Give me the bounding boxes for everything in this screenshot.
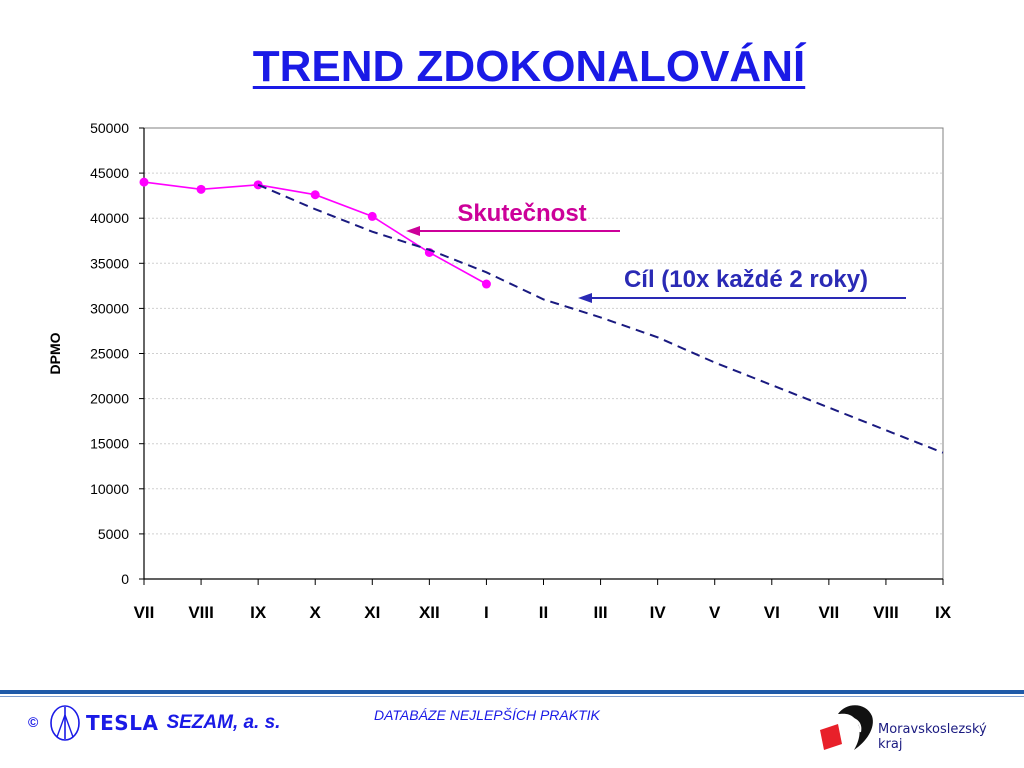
y-tick-label: 20000 [90, 391, 129, 407]
actual-point [481, 279, 491, 289]
x-tick-label: II [539, 603, 548, 622]
region-name-line1: Moravskoslezský [878, 722, 987, 737]
x-tick-label: IX [250, 603, 267, 622]
footer-divider [0, 690, 1024, 694]
x-tick-label: IV [650, 603, 667, 622]
x-tick-label: V [709, 603, 721, 622]
y-tick-label: 10000 [90, 481, 129, 497]
x-tick-label: XII [419, 603, 440, 622]
actual-point [139, 177, 149, 187]
y-tick-label: 15000 [90, 436, 129, 452]
plot-area [143, 127, 944, 580]
x-tick-label: IX [935, 603, 952, 622]
y-tick-label: 0 [121, 571, 129, 587]
y-axis-label: DPMO [47, 332, 63, 374]
region-emblem-red [820, 724, 842, 750]
x-tick-label: VII [818, 603, 839, 622]
antenna-icon [50, 705, 80, 741]
x-tick-label: VIII [188, 603, 214, 622]
x-tick-label: XI [364, 603, 380, 622]
actual-point [196, 184, 206, 194]
copyright-symbol: © [28, 714, 39, 730]
footer-divider-thin [0, 696, 1024, 697]
x-tick-label: VI [764, 603, 780, 622]
y-tick-label: 30000 [90, 300, 129, 316]
x-tick-label: VIII [873, 603, 899, 622]
actual-point [310, 190, 320, 200]
region-name-line2: kraj [878, 737, 903, 752]
x-tick-label: I [484, 603, 489, 622]
annotation-actual: Skutečnost [457, 200, 586, 227]
dpmo-trend-chart: 0 5000 10000 15000 20000 25000 30000 35000 40000… [47, 120, 952, 622]
y-tick-label: 25000 [90, 346, 129, 362]
company-name: SEZAM, a. s. [166, 712, 281, 733]
y-tick-label: 5000 [98, 526, 129, 542]
tesla-sezam-logo: TESLA SEZAM, a. s. [48, 703, 280, 743]
region-name: Moravskoslezský kraj [878, 722, 987, 752]
footer-center-text: DATABÁZE NEJLEPŠÍCH PRAKTIK [374, 707, 600, 723]
y-tick-label: 50000 [90, 120, 129, 136]
x-tick-label: VII [134, 603, 155, 622]
x-tick-label: X [310, 603, 322, 622]
region-emblem-black [838, 705, 873, 750]
actual-point [367, 211, 377, 221]
moravskoslezsky-kraj-logo [820, 705, 873, 750]
x-tick-label: III [593, 603, 607, 622]
target-line [257, 183, 944, 454]
tesla-wordmark: TESLA [86, 711, 159, 735]
annotation-actual-arrowhead [406, 226, 420, 236]
y-tick-label: 45000 [90, 165, 129, 181]
page-title: TREND ZDOKONALOVÁNÍ [252, 42, 806, 91]
y-tick-label: 40000 [90, 210, 129, 226]
annotation-target-arrowhead [578, 293, 592, 303]
y-tick-label: 35000 [90, 255, 129, 271]
annotation-target: Cíl (10x každé 2 roky) [624, 266, 868, 293]
